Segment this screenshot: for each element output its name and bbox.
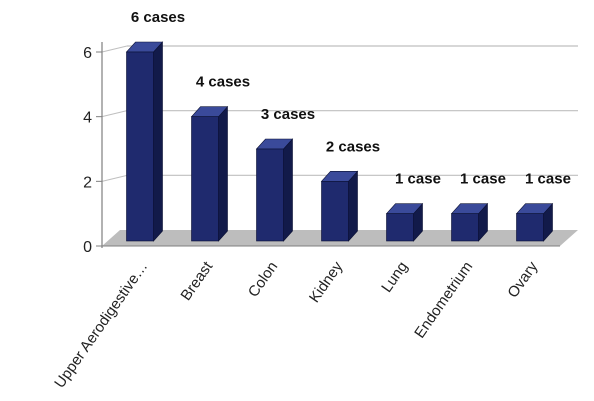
data-label: 6 cases bbox=[131, 9, 185, 26]
bar-side bbox=[218, 105, 228, 242]
bar bbox=[385, 202, 424, 242]
category-label: Upper Aerodigestive… bbox=[51, 259, 151, 392]
gridlines bbox=[101, 45, 578, 182]
bar-front bbox=[126, 51, 154, 242]
bars bbox=[125, 41, 554, 242]
bar-side bbox=[348, 170, 358, 242]
bar bbox=[255, 138, 294, 242]
y-tick-label: 2 bbox=[83, 174, 92, 191]
category-label: Breast bbox=[177, 258, 216, 304]
data-label: 1 case bbox=[460, 171, 506, 188]
data-labels: 6 cases 4 cases 3 cases 2 cases 1 case 1 case… bbox=[131, 9, 571, 188]
gridline-connector bbox=[101, 110, 128, 118]
bar bbox=[320, 170, 359, 242]
bar bbox=[515, 202, 554, 242]
data-label: 1 case bbox=[525, 171, 571, 188]
y-tick-label: 6 bbox=[83, 45, 92, 62]
data-label: 3 cases bbox=[261, 106, 315, 123]
y-tick-label: 4 bbox=[83, 110, 92, 127]
bar-front bbox=[191, 116, 219, 242]
category-label: Lung bbox=[378, 259, 411, 296]
bar-front bbox=[386, 213, 414, 242]
data-label: 2 cases bbox=[326, 138, 380, 155]
y-tick-label: 0 bbox=[83, 239, 92, 256]
bar-front bbox=[451, 213, 479, 242]
bar-front bbox=[321, 181, 349, 242]
data-label: 1 case bbox=[395, 171, 441, 188]
bar bbox=[450, 202, 489, 242]
category-label: Kidney bbox=[306, 258, 347, 306]
bar-side bbox=[283, 138, 293, 242]
bar-front bbox=[256, 148, 284, 242]
y-axis: 0 2 4 6 bbox=[83, 42, 560, 256]
data-label: 4 cases bbox=[196, 74, 250, 91]
category-label: Endometrium bbox=[411, 259, 476, 342]
bar bbox=[190, 105, 229, 242]
gridline-connector bbox=[101, 45, 128, 53]
bar bbox=[125, 41, 164, 242]
bar-side bbox=[153, 41, 163, 242]
gridline-connector bbox=[101, 174, 128, 182]
bar-front bbox=[516, 213, 544, 242]
category-labels: Upper Aerodigestive… Breast Colon Kidney Lun… bbox=[51, 258, 541, 391]
category-label: Ovary bbox=[504, 258, 541, 301]
category-label: Colon bbox=[245, 259, 281, 301]
